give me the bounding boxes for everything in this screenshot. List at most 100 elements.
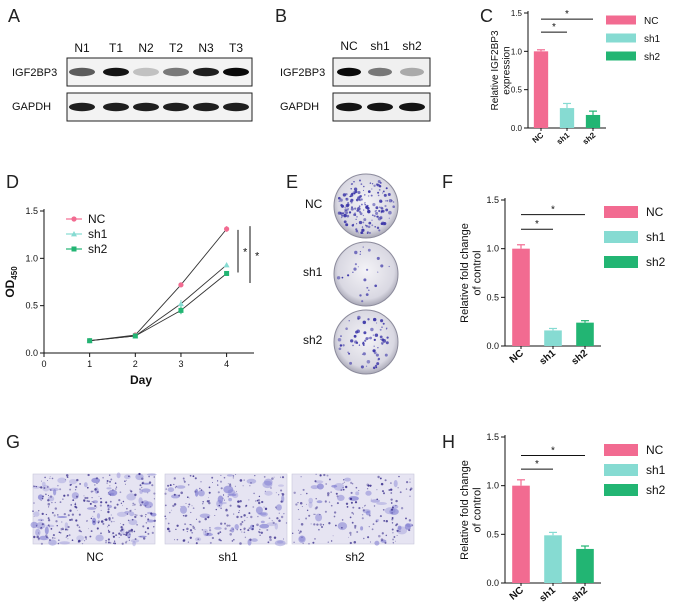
cell (227, 496, 229, 498)
colony (354, 263, 357, 266)
cell-cluster (370, 499, 381, 503)
colony (340, 216, 343, 219)
cell (327, 494, 330, 497)
cell (149, 506, 151, 508)
cell (183, 479, 185, 481)
cell (222, 494, 225, 496)
cell (399, 491, 402, 494)
colony (376, 256, 380, 260)
cell (54, 501, 56, 504)
cell (323, 473, 326, 477)
cell-cluster (218, 501, 227, 505)
colony (355, 218, 357, 220)
cell (370, 486, 371, 487)
cell (144, 531, 147, 533)
lane-label: N1 (74, 41, 90, 55)
y-tick-label: 0.0 (511, 124, 523, 133)
cell (172, 504, 175, 508)
colony (365, 293, 369, 296)
cell (249, 485, 251, 487)
cell (49, 489, 52, 491)
colony (355, 341, 359, 345)
cell (82, 499, 86, 502)
cell (109, 485, 111, 487)
colony (368, 337, 370, 339)
cell (273, 476, 275, 478)
cell (42, 495, 45, 498)
cell (70, 519, 73, 521)
colony (377, 191, 380, 194)
cell (215, 508, 218, 511)
cell-cluster (124, 474, 131, 479)
y-tick-label: 1.5 (486, 195, 499, 205)
colony (385, 208, 389, 212)
y-tick-label: 1.5 (511, 9, 523, 18)
colony (375, 353, 379, 357)
cell (96, 482, 98, 484)
cell (100, 501, 103, 504)
dish-label: sh1 (303, 265, 323, 279)
cell (191, 505, 193, 507)
cell (124, 480, 126, 482)
cell-cluster (116, 472, 121, 479)
cell (202, 503, 204, 505)
colony (366, 286, 369, 289)
cell (372, 523, 375, 525)
colony (372, 366, 376, 370)
cell-cluster (389, 508, 399, 515)
colony (388, 210, 392, 215)
cell-cluster (298, 535, 306, 543)
lane-label: sh1 (370, 39, 390, 53)
colony (378, 189, 381, 191)
cell (319, 513, 321, 516)
colony (379, 199, 383, 203)
cell (375, 520, 378, 523)
colony (353, 187, 358, 191)
cell (175, 528, 177, 531)
colony (364, 202, 366, 204)
cell (61, 527, 64, 531)
blot-band (69, 67, 95, 77)
cell (188, 503, 191, 506)
cell (367, 484, 370, 487)
cell-cluster (365, 510, 371, 516)
cell (138, 472, 141, 476)
colony (367, 205, 369, 207)
cell (39, 486, 41, 488)
cell (153, 519, 157, 523)
cell (153, 498, 155, 500)
cell-cluster (95, 534, 104, 542)
cell (97, 522, 100, 524)
blot-band (223, 102, 249, 112)
cell (202, 500, 204, 503)
bar-NC (533, 51, 549, 129)
colony (370, 194, 373, 197)
cell (366, 488, 369, 490)
cell (107, 526, 109, 528)
colony (338, 200, 340, 202)
colony (371, 214, 374, 217)
cell (187, 541, 190, 543)
y-tick-label: 1.5 (25, 206, 38, 216)
cell (63, 494, 66, 497)
cell (57, 484, 59, 487)
field-label: sh2 (345, 550, 365, 564)
bar-sh1 (559, 108, 575, 128)
colony (374, 284, 378, 288)
cell-cluster (33, 511, 40, 517)
bar-sh1 (544, 535, 562, 583)
cell (65, 536, 67, 538)
cell (139, 484, 142, 487)
cell (256, 499, 259, 502)
cell-cluster (230, 527, 235, 533)
cell (103, 519, 105, 521)
cell-cluster (344, 477, 351, 482)
cell-cluster (333, 483, 345, 491)
cell (229, 483, 232, 486)
cell (176, 538, 179, 541)
culture-dish (333, 241, 399, 307)
y-axis-label: Relative fold changeof control (459, 460, 484, 560)
cell (92, 520, 96, 523)
cell (33, 535, 36, 539)
cell (96, 506, 98, 508)
